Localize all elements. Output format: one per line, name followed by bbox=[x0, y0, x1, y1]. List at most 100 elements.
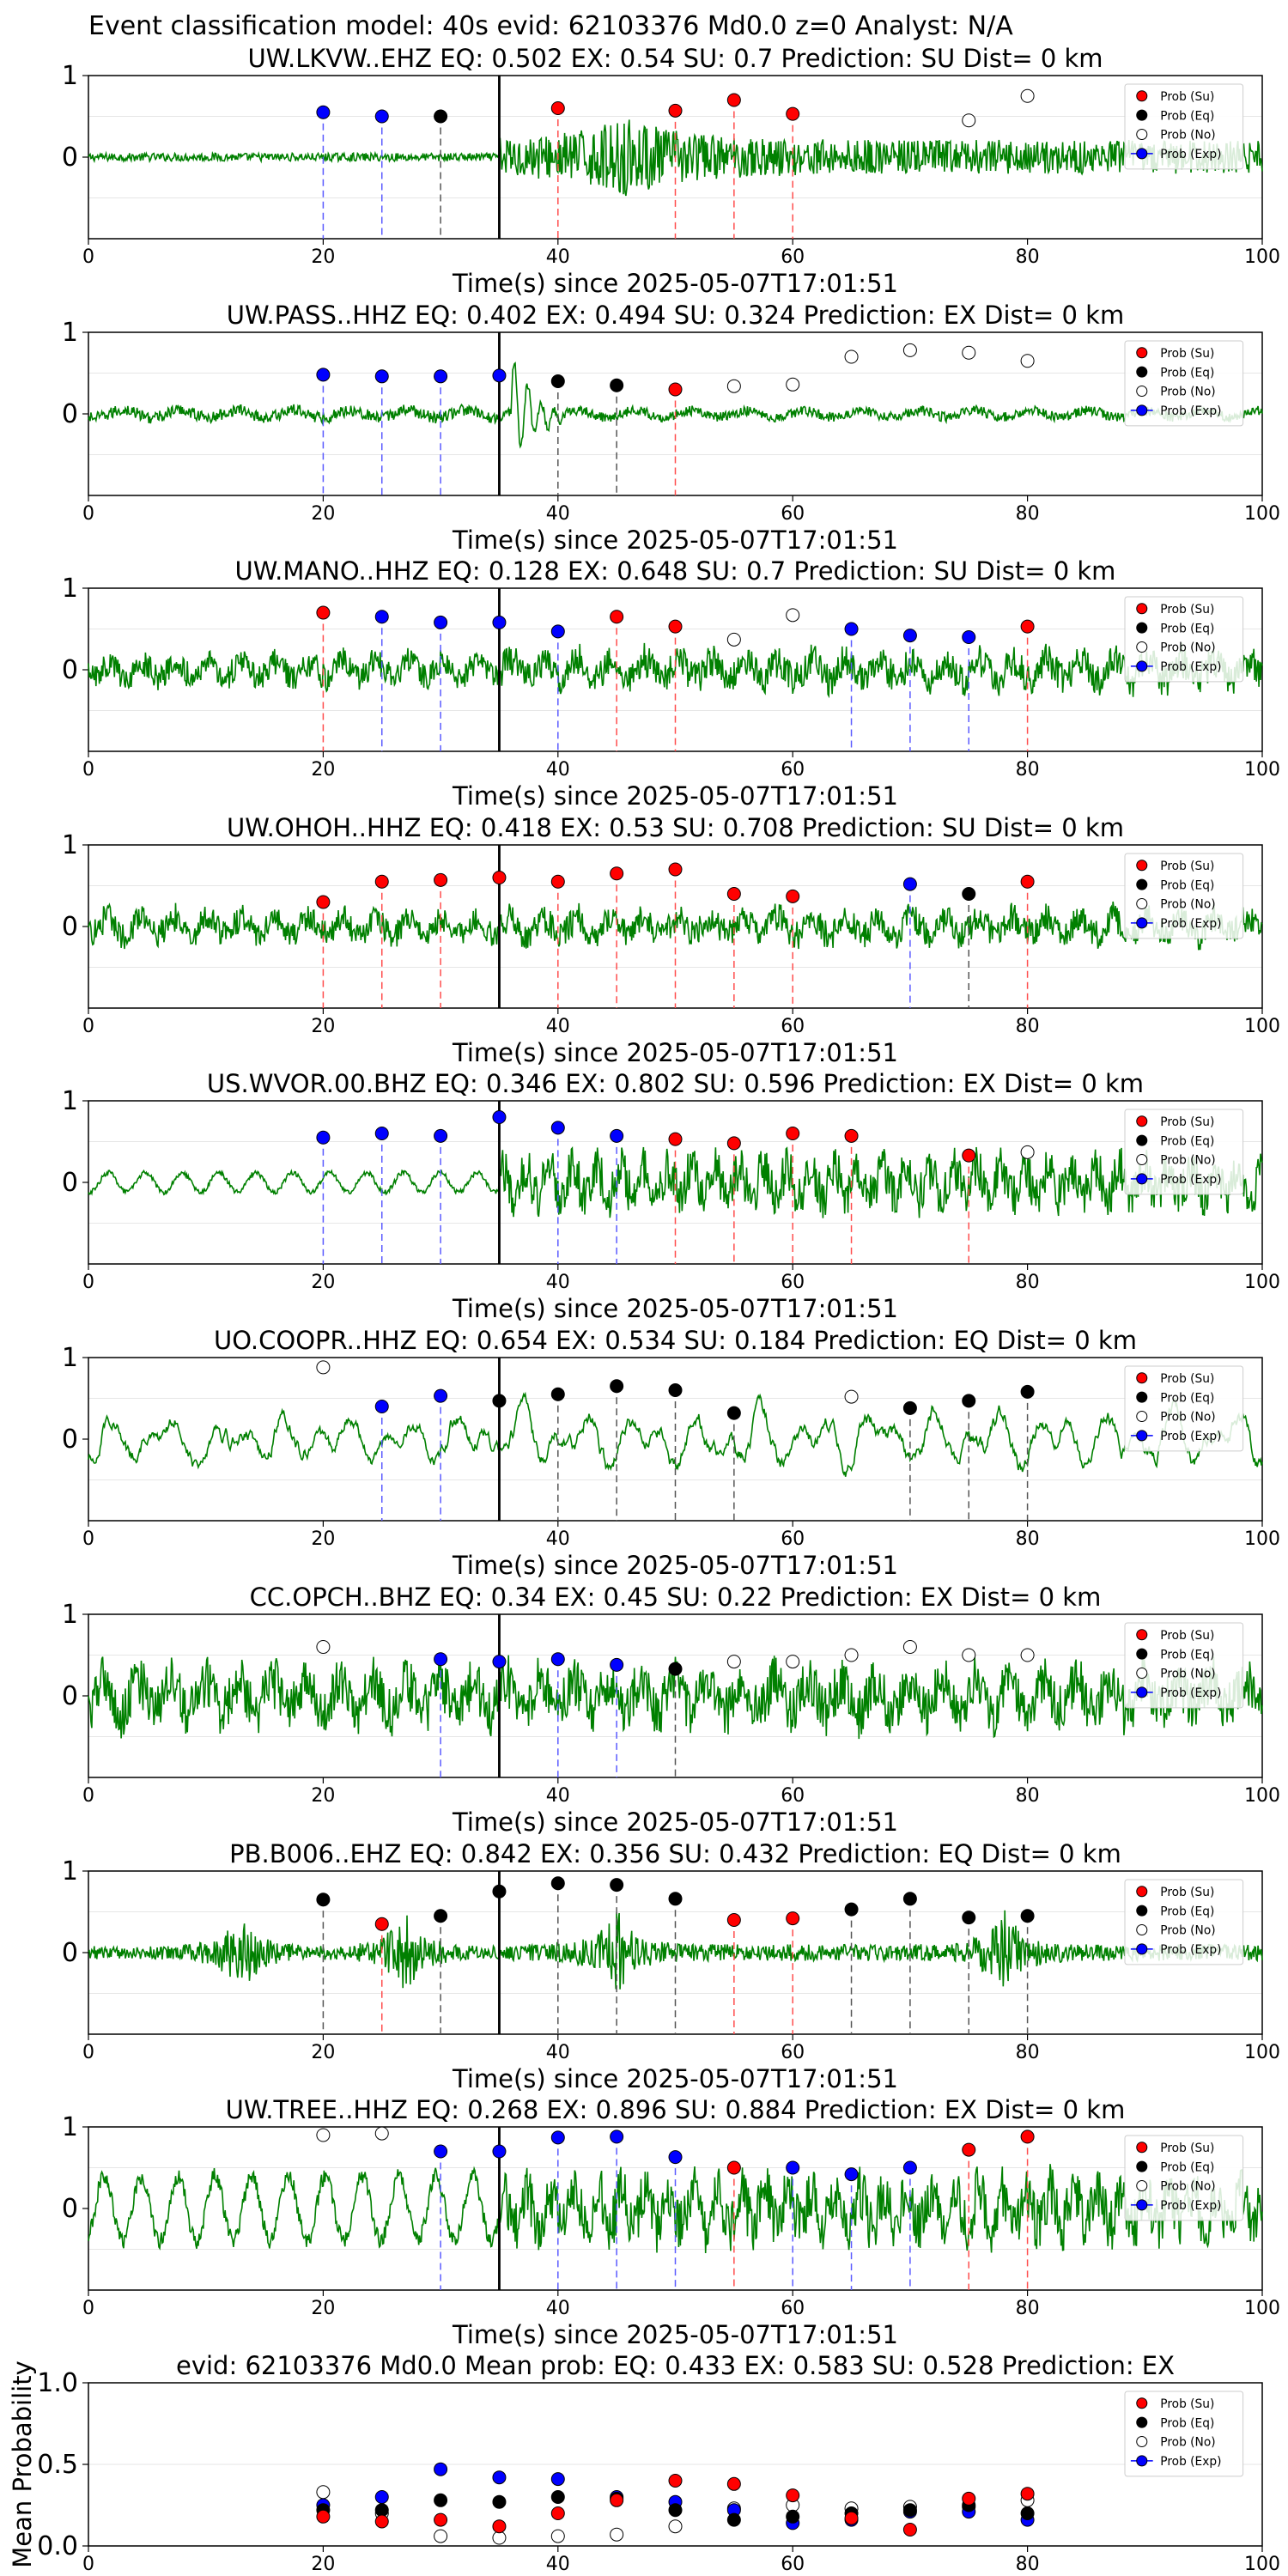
prob-marker-su bbox=[610, 866, 624, 881]
legend-marker-no bbox=[1136, 897, 1148, 909]
figure-title: Event classification model: 40s evid: 62… bbox=[88, 11, 1013, 41]
mean-marker-eq bbox=[786, 2509, 800, 2524]
panel-title: CC.OPCH..BHZ EQ: 0.34 EX: 0.45 SU: 0.22 … bbox=[250, 1583, 1102, 1612]
legend-marker-eq bbox=[1136, 1648, 1148, 1660]
legend-label-ex: Prob (Exp) bbox=[1160, 1430, 1221, 1443]
prob-marker-eq bbox=[492, 1884, 507, 1899]
mean-marker-eq bbox=[374, 2503, 389, 2518]
x-tick-label: 80 bbox=[1016, 1528, 1040, 1550]
station-panel-1: UW.LKVW..EHZ EQ: 0.502 EX: 0.54 SU: 0.7 … bbox=[62, 44, 1280, 298]
legend-marker-ex bbox=[1136, 404, 1148, 416]
prob-marker-no bbox=[962, 345, 976, 360]
legend-box bbox=[1124, 596, 1244, 683]
legend: Prob (Su) Prob (Eq) Prob (No) Prob (Exp) bbox=[1124, 2135, 1244, 2221]
mean-marker-su bbox=[316, 2509, 331, 2524]
prob-marker-ex bbox=[374, 1400, 389, 1413]
x-tick-label: 100 bbox=[1244, 2554, 1280, 2575]
prob-marker-no bbox=[1020, 354, 1035, 368]
y-axis-label: Mean Probability bbox=[8, 2360, 37, 2568]
prob-marker-ex bbox=[550, 2130, 565, 2145]
prob-marker-ex bbox=[316, 1130, 331, 1145]
prob-marker-eq bbox=[492, 1394, 507, 1408]
legend-label-eq: Prob (Eq) bbox=[1160, 366, 1214, 380]
x-tick-label: 100 bbox=[1244, 503, 1280, 525]
mean-marker-su bbox=[434, 2512, 448, 2527]
prob-marker-eq bbox=[668, 1383, 683, 1397]
prob-marker-ex bbox=[550, 1121, 565, 1135]
x-tick-label: 100 bbox=[1244, 1016, 1280, 1037]
prob-marker-su bbox=[374, 1917, 389, 1931]
prob-marker-su bbox=[844, 1128, 859, 1143]
prob-marker-no bbox=[374, 2126, 389, 2141]
mean-marker-eq bbox=[492, 2494, 507, 2509]
x-tick-label: 40 bbox=[546, 1785, 570, 1807]
station-panel-2: UW.PASS..HHZ EQ: 0.402 EX: 0.494 SU: 0.3… bbox=[62, 301, 1280, 555]
legend-label-eq: Prob (Eq) bbox=[1160, 1905, 1214, 1918]
x-tick-label: 100 bbox=[1244, 2042, 1280, 2063]
prob-marker-ex bbox=[610, 2129, 624, 2144]
prob-marker-eq bbox=[434, 1909, 448, 1923]
prob-marker-no bbox=[726, 379, 741, 393]
legend-marker-ex bbox=[1136, 660, 1148, 672]
x-tick-label: 80 bbox=[1016, 503, 1040, 525]
legend-label-su: Prob (Su) bbox=[1160, 347, 1214, 361]
legend-marker-su bbox=[1136, 1886, 1148, 1898]
waveform-trace bbox=[88, 1910, 1263, 1990]
legend-marker-no bbox=[1136, 2179, 1148, 2191]
y-tick-label: 1 bbox=[62, 1856, 78, 1886]
prob-marker-no bbox=[786, 377, 800, 392]
y-tick-label: 0 bbox=[62, 1938, 78, 1968]
y-tick-label: 1 bbox=[62, 61, 78, 91]
prob-marker-eq bbox=[962, 887, 976, 901]
mean-marker-su bbox=[374, 2514, 389, 2529]
prob-marker-eq bbox=[550, 374, 565, 388]
y-tick-label: 0 bbox=[62, 1168, 78, 1198]
mean-probability-panel: evid: 62103376 Md0.0 Mean prob: EQ: 0.43… bbox=[8, 2351, 1280, 2575]
mean-marker-ex bbox=[492, 2470, 507, 2485]
legend-box bbox=[1124, 2391, 1244, 2477]
prob-marker-eq bbox=[962, 1394, 976, 1408]
legend-marker-eq bbox=[1136, 878, 1148, 890]
x-tick-label: 20 bbox=[311, 1016, 335, 1037]
legend-label-ex: Prob (Exp) bbox=[1160, 660, 1221, 674]
x-tick-label: 60 bbox=[781, 1785, 805, 1807]
legend-marker-no bbox=[1136, 2435, 1148, 2447]
prob-marker-eq bbox=[434, 109, 448, 124]
x-tick-label: 20 bbox=[311, 1528, 335, 1550]
legend-box bbox=[1124, 83, 1244, 170]
prob-marker-su bbox=[434, 872, 448, 887]
panels: UW.LKVW..EHZ EQ: 0.502 EX: 0.54 SU: 0.7 … bbox=[8, 44, 1280, 2575]
panel-title: UW.OHOH..HHZ EQ: 0.418 EX: 0.53 SU: 0.70… bbox=[227, 813, 1124, 842]
prob-marker-su bbox=[668, 619, 683, 634]
mean-marker-ex bbox=[434, 2462, 448, 2476]
prob-marker-eq bbox=[902, 1400, 917, 1415]
mean-marker-su bbox=[726, 2476, 741, 2491]
prob-marker-no bbox=[1020, 1145, 1035, 1159]
prob-marker-ex bbox=[902, 2160, 917, 2175]
x-axis-label: Time(s) since 2025-05-07T17:01:51 bbox=[452, 1294, 898, 1323]
legend-box bbox=[1124, 1879, 1244, 1965]
prob-marker-ex bbox=[434, 1388, 448, 1403]
y-tick-label: 1 bbox=[62, 2112, 78, 2142]
prob-marker-eq bbox=[726, 1406, 741, 1420]
mean-marker-su bbox=[492, 2519, 507, 2534]
prob-marker-eq bbox=[1020, 1384, 1035, 1399]
mean-marker-su bbox=[902, 2523, 917, 2537]
prob-marker-su bbox=[786, 1127, 800, 1140]
prob-marker-eq bbox=[962, 1911, 976, 1925]
mean-marker-su bbox=[550, 2506, 565, 2520]
legend: Prob (Su) Prob (Eq) Prob (No) Prob (Exp) bbox=[1124, 340, 1244, 427]
x-tick-label: 80 bbox=[1016, 1016, 1040, 1037]
panel-title: UW.MANO..HHZ EQ: 0.128 EX: 0.648 SU: 0.7… bbox=[235, 556, 1116, 586]
legend-label-su: Prob (Su) bbox=[1160, 1372, 1214, 1386]
legend-marker-ex bbox=[1136, 917, 1148, 929]
x-tick-label: 40 bbox=[546, 1016, 570, 1037]
x-tick-label: 80 bbox=[1016, 1272, 1040, 1293]
prob-marker-ex bbox=[492, 615, 507, 629]
mean-marker-eq bbox=[668, 2503, 683, 2518]
station-panel-8: PB.B006..EHZ EQ: 0.842 EX: 0.356 SU: 0.4… bbox=[62, 1839, 1280, 2093]
panel-title: UO.COOPR..HHZ EQ: 0.654 EX: 0.534 SU: 0.… bbox=[214, 1326, 1137, 1355]
legend-label-ex: Prob (Exp) bbox=[1160, 2455, 1221, 2469]
prob-marker-ex bbox=[434, 1128, 448, 1143]
x-tick-label: 40 bbox=[546, 2298, 570, 2319]
